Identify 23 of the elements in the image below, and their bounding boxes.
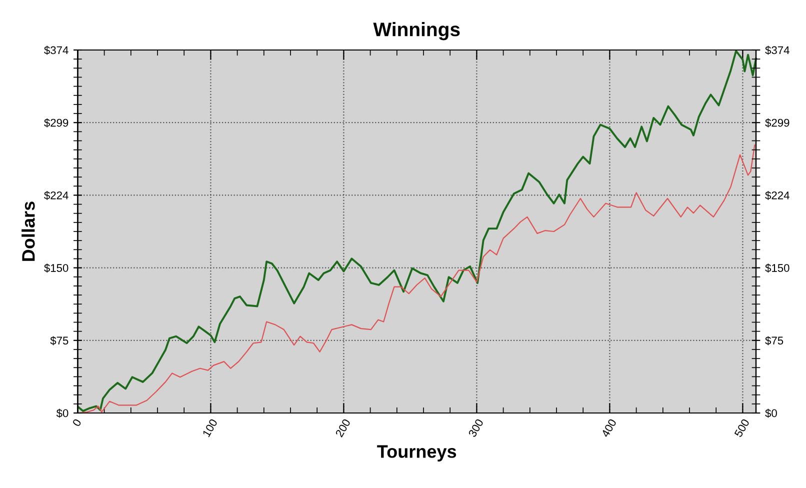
y-tick-label: $0 [56, 408, 68, 418]
chart-title: Winnings [373, 22, 460, 40]
y-tick-label: $224 [44, 191, 68, 200]
x-tick-label: 100 [202, 418, 218, 438]
x-axis-title: Tourneys [377, 445, 456, 462]
line-series [78, 144, 756, 414]
y-tick-label: $75 [50, 336, 68, 346]
x-tick-label: 500 [734, 418, 750, 438]
x-tick-label: 200 [335, 418, 351, 438]
y2-tick-label: $150 [765, 264, 790, 273]
y-tick-label: $374 [44, 46, 68, 55]
x-tick-label: 400 [600, 418, 617, 438]
y2-tick-label: $374 [765, 46, 790, 55]
y-tick-label: $150 [44, 264, 68, 273]
y-tick-label: $299 [44, 118, 68, 128]
line-series [77, 50, 757, 412]
y2-tick-label: $0 [765, 408, 777, 418]
x-tick-label: 300 [468, 418, 484, 438]
y2-tick-label: $299 [765, 118, 790, 128]
x-tick-label: 0 [72, 418, 82, 427]
y2-tick-label: $224 [765, 191, 790, 200]
y-axis-title: Dollars [22, 202, 35, 261]
y2-tick-label: $75 [765, 336, 784, 346]
